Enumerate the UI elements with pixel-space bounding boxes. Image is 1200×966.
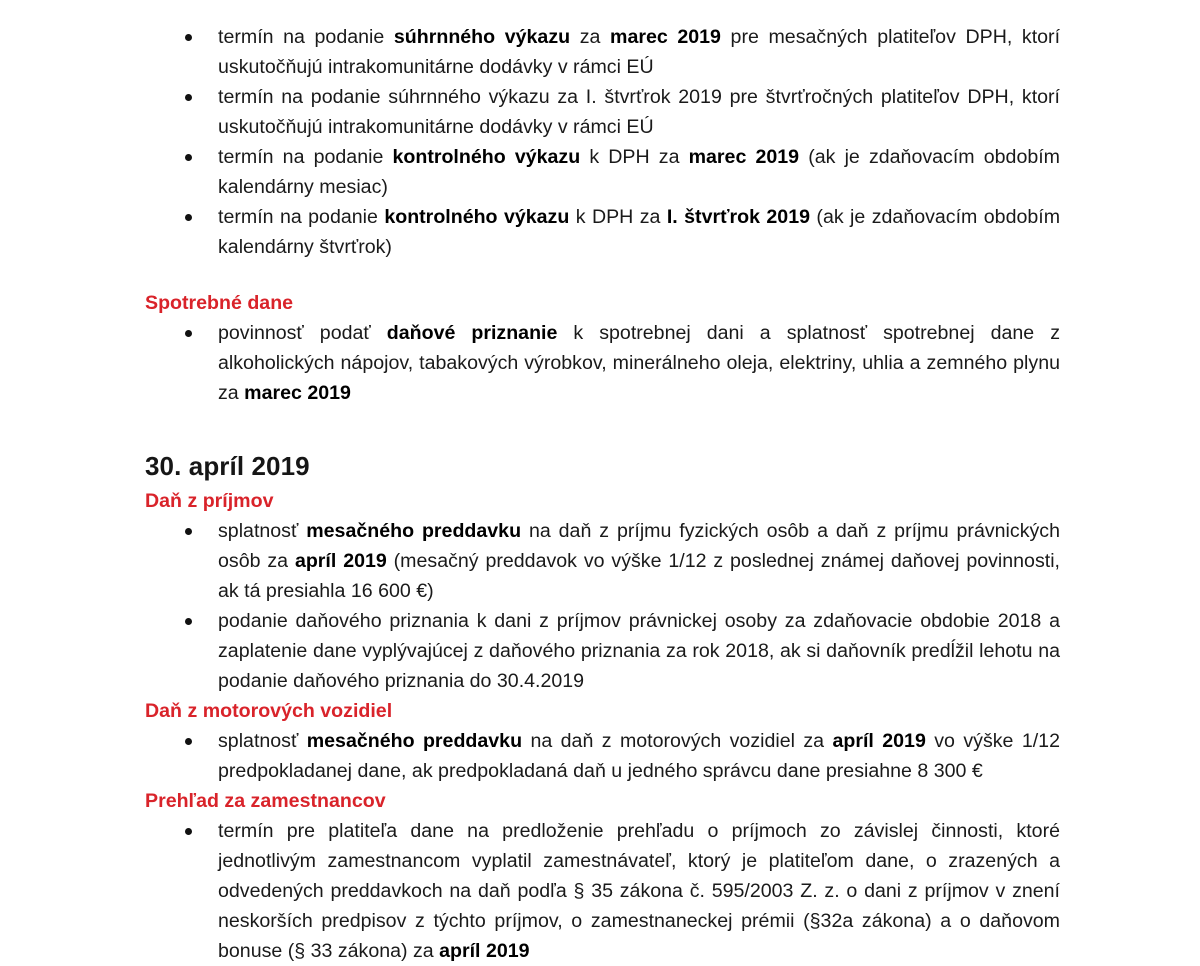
vat-deadlines-list: termín na podanie súhrnného výkazu za ma…: [145, 22, 1060, 262]
emphasis-text: apríl 2019: [832, 730, 926, 752]
emphasis-text: daňové priznanie: [386, 322, 558, 344]
section-heading-motor-vehicle-tax: Daň z motorových vozidiel: [145, 700, 393, 722]
emphasis-text: I. štvrťrok 2019: [666, 206, 810, 228]
emphasis-text: mesačného preddavku: [306, 730, 523, 752]
body-text: na daň z motorových vozidiel za: [522, 730, 833, 752]
body-text: pre mesačných platiteľov DPH, ktorí usku…: [218, 26, 1061, 78]
list-item: termín pre platiteľa dane na predloženie…: [145, 816, 1060, 966]
body-text: podanie daňového priznania k dani z príj…: [218, 610, 1060, 692]
body-text: k DPH za: [569, 206, 667, 228]
page-title-date: 30. apríl 2019: [145, 451, 310, 481]
list-item: termín na podanie kontrolného výkazu k D…: [145, 142, 1060, 202]
document-page: termín na podanie súhrnného výkazu za ma…: [145, 26, 1061, 962]
body-text: termín na podanie súhrnného výkazu za I.…: [218, 86, 1060, 138]
body-text: povinnosť podať: [218, 322, 387, 344]
body-text: (ak je zdaňovacím obdobím kalendárny štv…: [218, 206, 1061, 258]
emphasis-text: kontrolného výkazu: [392, 146, 581, 168]
body-text: splatnosť: [218, 730, 307, 752]
body-text: k spotrebnej dani a splatnosť spotrebnej…: [218, 322, 1060, 404]
motor-vehicle-tax-list: splatnosť mesačného preddavku na daň z m…: [145, 726, 1060, 786]
list-item: termín na podanie kontrolného výkazu k D…: [145, 202, 1060, 262]
emphasis-text: marec 2019: [688, 146, 800, 168]
spacer: [145, 262, 1060, 288]
excise-duties-list: povinnosť podať daňové priznanie k spotr…: [145, 318, 1060, 408]
body-text: (ak je zdaňovacím obdobím kalendárny mes…: [218, 146, 1060, 198]
body-text: termín na podanie: [218, 26, 394, 48]
body-text: termín na podanie: [218, 206, 385, 228]
emphasis-text: marec 2019: [244, 382, 351, 404]
emphasis-text: apríl 2019: [294, 550, 387, 572]
body-text: k DPH za: [580, 146, 689, 168]
emphasis-text: súhrnného výkazu: [393, 26, 571, 48]
section-heading-excise-duties: Spotrebné dane: [145, 292, 294, 314]
section-heading-income-tax: Daň z príjmov: [145, 490, 274, 512]
employee-overview-list: termín pre platiteľa dane na predloženie…: [145, 816, 1060, 966]
emphasis-text: apríl 2019: [439, 940, 530, 962]
emphasis-text: marec 2019: [610, 26, 721, 48]
income-tax-list: splatnosť mesačného preddavku na daň z p…: [145, 516, 1060, 696]
list-item: povinnosť podať daňové priznanie k spotr…: [145, 318, 1060, 408]
list-item: splatnosť mesačného preddavku na daň z m…: [145, 726, 1060, 786]
body-text: (mesačný preddavok vo výške 1/12 z posle…: [218, 550, 1060, 602]
body-text: termín na podanie: [218, 146, 393, 168]
body-text: za: [570, 26, 611, 48]
list-item: termín na podanie súhrnného výkazu za ma…: [145, 22, 1060, 82]
body-text: termín pre platiteľa dane na predloženie…: [218, 820, 1060, 962]
spacer: [145, 408, 1060, 450]
body-text: splatnosť: [218, 520, 307, 542]
body-text: vo výške 1/12 predpokladanej dane, ak pr…: [218, 730, 1060, 782]
section-heading-employee-overview: Prehľad za zamestnancov: [145, 790, 386, 812]
document-body: termín na podanie súhrnného výkazu za ma…: [145, 22, 1060, 966]
emphasis-text: mesačného preddavku: [306, 520, 522, 542]
list-item: podanie daňového priznania k dani z príj…: [145, 606, 1060, 696]
emphasis-text: kontrolného výkazu: [384, 206, 570, 228]
list-item: splatnosť mesačného preddavku na daň z p…: [145, 516, 1060, 606]
body-text: na daň z príjmu fyzických osôb a daň z p…: [218, 520, 1060, 572]
list-item: termín na podanie súhrnného výkazu za I.…: [145, 82, 1060, 142]
